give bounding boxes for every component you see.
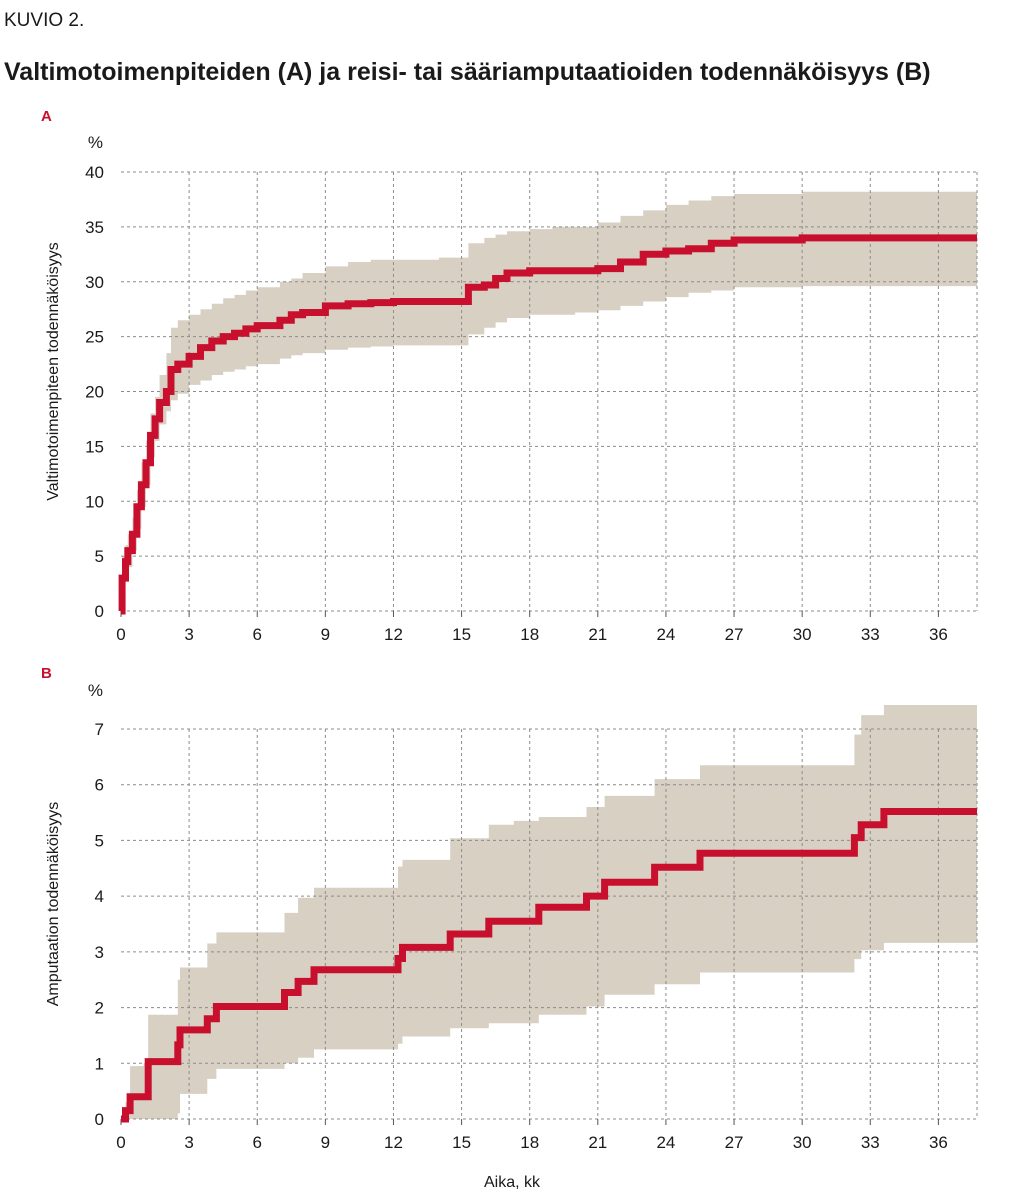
- panel-b-y-tick-label: 2: [95, 999, 104, 1018]
- panel-b-x-tick-label: 33: [861, 1133, 880, 1152]
- panel-a-y-tick-label: 15: [85, 437, 104, 456]
- panel-b-estimate-line: [121, 808, 977, 1123]
- panel-a-y-tick-label: 5: [95, 547, 104, 566]
- panel-a-x-tick-label: 24: [656, 625, 675, 644]
- panel-b-x-tick-label: 30: [793, 1133, 812, 1152]
- panel-b-y-axis-title: Amputaation todennäköisyys: [45, 802, 62, 1007]
- panel-a-y-tick-label: 0: [95, 602, 104, 621]
- panel-b-x-tick-label: 0: [116, 1133, 125, 1152]
- panel-a-letter: A: [41, 108, 52, 125]
- panel-b-y-tick-label: 0: [95, 1110, 104, 1129]
- panel-a-estimate-line: [118, 234, 977, 615]
- panel-a-confidence-band: [121, 191, 977, 612]
- panel-b-x-tick-label: 3: [184, 1133, 193, 1152]
- panel-b-y-tick-label: 5: [95, 831, 104, 850]
- panel-a-x-tick-label: 33: [861, 625, 880, 644]
- panel-b-x-tick-label: 36: [929, 1133, 948, 1152]
- panel-b-x-tick-label: 24: [656, 1133, 675, 1152]
- panel-b-y-tick-label: 3: [95, 943, 104, 962]
- panel-a-x-tick-label: 36: [929, 625, 948, 644]
- panel-b-y-tick-label: 1: [95, 1054, 104, 1073]
- panel-a-x-tick-label: 3: [184, 625, 193, 644]
- panel-a-y-tick-label: 25: [85, 328, 104, 347]
- panel-b-x-tick-label: 6: [252, 1133, 261, 1152]
- panel-b-confidence-band: [121, 705, 977, 1119]
- figure-label: KUVIO 2.: [4, 10, 85, 31]
- panel-b-x-tick-label: 9: [321, 1133, 330, 1152]
- panel-b-letter: B: [41, 665, 52, 682]
- panel-a-x-tick-label: 15: [452, 625, 471, 644]
- panel-b-x-tick-label: 21: [588, 1133, 607, 1152]
- panel-a-y-tick-label: 40: [85, 163, 104, 182]
- panel-b-y-tick-label: 6: [95, 776, 104, 795]
- panel-a-y-tick-label: 30: [85, 273, 104, 292]
- panel-a-x-tick-label: 9: [321, 625, 330, 644]
- panel-b-x-tick-label: 27: [725, 1133, 744, 1152]
- panel-b-x-axis-title: Aika, kk: [484, 1174, 541, 1191]
- panel-b-y-tick-label: 4: [95, 887, 104, 906]
- panel-a-x-tick-label: 12: [384, 625, 403, 644]
- panel-a-y-tick-label: 20: [85, 383, 104, 402]
- figure-title: Valtimotoimenpiteiden (A) ja reisi- tai …: [4, 58, 931, 86]
- panel-a-x-tick-label: 18: [520, 625, 539, 644]
- panel-b-y-tick-label: 7: [95, 720, 104, 739]
- panel-a-x-tick-label: 30: [793, 625, 812, 644]
- panel-a-unit-label: %: [88, 133, 103, 152]
- panel-a-x-tick-label: 6: [252, 625, 261, 644]
- panel-a-x-tick-label: 0: [116, 625, 125, 644]
- panel-a-x-tick-label: 27: [725, 625, 744, 644]
- panel-a-y-tick-label: 35: [85, 218, 104, 237]
- panel-a-y-axis-title: Valtimotoimenpiteen todennäköisyys: [45, 242, 62, 501]
- panel-a-y-tick-label: 10: [85, 492, 104, 511]
- panel-b-unit-label: %: [88, 681, 103, 700]
- panel-b-x-tick-label: 15: [452, 1133, 471, 1152]
- panel-b-x-tick-label: 18: [520, 1133, 539, 1152]
- panel-b-x-tick-label: 12: [384, 1133, 403, 1152]
- panel-a-x-tick-label: 21: [588, 625, 607, 644]
